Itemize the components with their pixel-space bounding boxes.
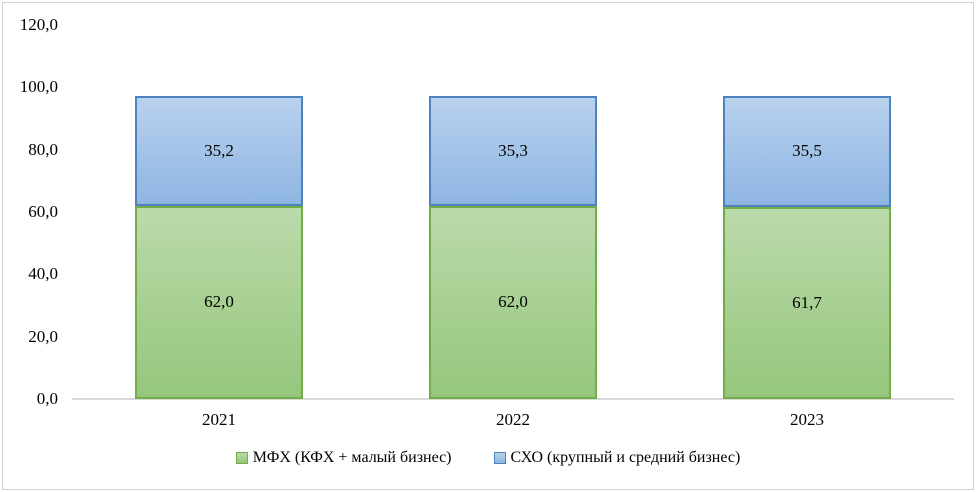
- y-tick-label: 120,0: [19, 15, 58, 34]
- legend-swatch-green: [235, 452, 248, 464]
- legend-label-mfh: МФХ (КФХ + малый бизнес): [252, 449, 452, 466]
- y-tick-label: 40,0: [28, 264, 58, 284]
- bar-segment-sho: 35,2: [135, 96, 303, 206]
- x-tick-label: 2023: [790, 410, 824, 429]
- bar-value-label: 35,5: [792, 141, 822, 161]
- y-tick-label: 80,0: [28, 139, 58, 159]
- bar-value-label: 35,3: [498, 140, 528, 160]
- legend-swatch-blue: [493, 452, 506, 464]
- y-tick-label: 20,0: [28, 326, 58, 346]
- legend-item-mfh: МФХ (КФХ + малый бизнес): [235, 449, 452, 467]
- y-tick-label: 0,0: [36, 389, 58, 408]
- x-axis-line: [72, 398, 954, 400]
- legend-label-sho: СХО (крупный и средний бизнес): [510, 449, 741, 466]
- legend: МФХ (КФХ + малый бизнес) СХО (крупный и …: [0, 449, 976, 467]
- bar-value-label: 61,7: [792, 292, 822, 312]
- y-tick-label: 60,0: [28, 202, 58, 221]
- bar-value-label: 35,2: [204, 140, 234, 160]
- legend-item-sho: СХО (крупный и средний бизнес): [493, 449, 741, 467]
- bar-value-label: 62,0: [204, 292, 234, 312]
- bar-segment-sho: 35,3: [429, 95, 597, 206]
- bar-segment-mfh: 62,0: [135, 205, 303, 399]
- bar-segment-mfh: 62,0: [429, 205, 597, 399]
- x-tick-label: 2021: [202, 410, 236, 429]
- bar-segment-mfh: 61,7: [723, 206, 891, 399]
- bar-value-label: 62,0: [498, 292, 528, 312]
- bar-segment-sho: 35,5: [723, 96, 891, 207]
- y-tick-label: 100,0: [19, 77, 58, 97]
- x-tick-label: 2022: [496, 410, 530, 429]
